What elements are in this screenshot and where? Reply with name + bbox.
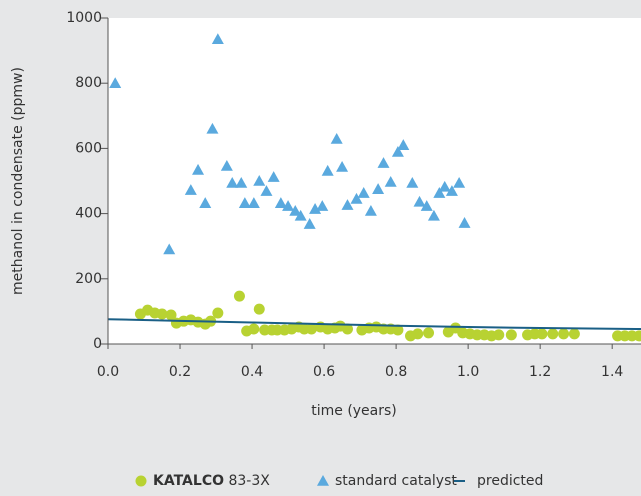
data-point [357,187,370,198]
data-point [413,195,426,207]
data-point [199,197,212,208]
data-point [220,160,233,171]
data-point [364,204,377,216]
data-point [505,329,517,341]
data-point [156,308,168,320]
data-point [253,175,266,186]
data-point [282,200,295,211]
data-point [226,176,239,188]
x-tick-label: 0.8 [385,364,407,380]
data-point [184,184,197,195]
data-point [238,197,251,208]
data-point [165,309,177,321]
data-point [163,243,176,255]
plot [108,33,641,342]
data-point [341,199,354,210]
y-tick-label: 200 [75,271,102,287]
data-point [192,163,205,175]
x-tick-label: 0.6 [313,364,335,380]
data-point [336,160,349,172]
data-point [248,323,260,335]
x-tick-label: 0.2 [169,364,191,380]
data-point [438,180,451,192]
data-point [493,329,505,341]
x-axis-label: time (years) [311,403,397,419]
y-axis-label: methanol in condensate (ppmw) [10,67,26,295]
data-point [536,328,548,340]
y-tick-label: 0 [93,336,102,352]
data-point [267,171,280,182]
data-point [427,209,440,221]
data-point [453,176,466,188]
data-point [109,77,122,88]
data-point [211,33,224,44]
x-tick-label: 1.2 [529,364,551,380]
data-point [274,197,287,208]
legend-marker [317,475,329,486]
data-point [294,209,307,221]
data-point [547,328,559,340]
data-point [260,185,273,196]
data-point [392,324,404,336]
y-tick-label: 1000 [66,10,102,26]
data-point [330,132,343,144]
data-point [309,203,322,214]
data-point [321,164,334,176]
data-point [303,218,316,229]
data-point [406,176,419,188]
legend-label: standard catalyst [335,473,457,489]
data-point [377,157,390,168]
legend-label: predicted [477,473,543,489]
data-point [247,197,260,208]
data-point [235,176,248,188]
data-point [341,323,353,335]
plot-area [108,18,641,344]
data-point [558,328,570,340]
data-point [212,307,224,319]
data-point [433,187,446,198]
data-point [445,185,458,196]
x-tick-label: 1.4 [601,364,623,380]
data-point [316,200,329,211]
legend-label: KATALCO 83-3X [153,473,270,489]
y-tick-label: 400 [75,206,102,222]
data-point [305,323,317,335]
data-point [420,200,433,211]
data-point [458,217,471,228]
data-point [253,303,265,315]
y-tick-label: 800 [75,75,102,91]
data-point [384,175,397,187]
data-point [391,145,404,157]
legend-marker [135,475,147,487]
data-point [233,290,245,302]
data-point [289,204,302,216]
data-point [568,328,580,340]
x-tick-label: 1.0 [457,364,479,380]
data-point [350,192,363,204]
x-tick-label: 0.0 [97,364,119,380]
data-point [633,330,641,342]
data-point [206,122,219,134]
x-tick-label: 0.4 [241,364,263,380]
data-point [412,328,424,340]
data-point [372,183,385,194]
data-line [108,318,641,331]
y-tick-label: 600 [75,140,102,156]
data-point [397,139,410,150]
data-point [423,327,435,339]
